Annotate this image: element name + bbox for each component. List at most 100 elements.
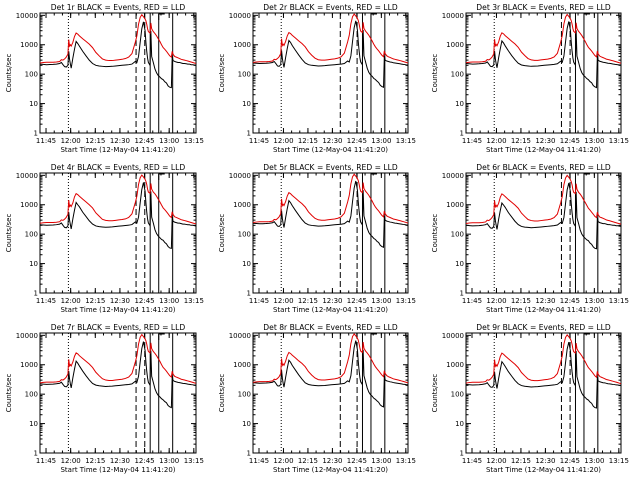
- x-tick-label: 12:15: [85, 137, 105, 145]
- x-tick-label: 13:00: [584, 137, 604, 145]
- chart-panel-1: Det 1r BLACK = Events, RED = LLD 1 10 100 10…: [5, 3, 204, 154]
- y-tick-label: 1000: [233, 201, 251, 209]
- y-tick-label: 1000: [233, 41, 251, 49]
- x-tick-label: 11:45: [36, 457, 56, 465]
- y-tick-label: 100: [238, 71, 251, 79]
- time-bracket-mark: [583, 173, 590, 180]
- series-line-lld: [40, 174, 196, 225]
- series-line-lld: [253, 173, 408, 224]
- x-tick-label: 13:00: [371, 137, 391, 145]
- x-tick-label: 12:00: [273, 137, 293, 145]
- x-tick-label: 12:45: [134, 457, 154, 465]
- x-tick-label: 12:45: [560, 457, 580, 465]
- y-tick-label: 1000: [446, 41, 464, 49]
- x-tick-label: 12:15: [298, 137, 318, 145]
- y-axis-label: Counts/sec: [5, 214, 13, 253]
- time-bracket-mark: [158, 13, 165, 20]
- y-tick-label: 10: [29, 260, 38, 268]
- chart-title: Det 1r BLACK = Events, RED = LLD: [51, 3, 186, 12]
- x-tick-label: 11:45: [249, 457, 269, 465]
- chart-panel-2: Det 2r BLACK = Events, RED = LLD 1 10 100 10…: [218, 3, 416, 154]
- x-tick-label: 11:45: [36, 297, 56, 305]
- x-tick-label: 13:15: [184, 457, 204, 465]
- y-axis-label: Counts/sec: [5, 374, 13, 413]
- x-tick-label: 13:00: [371, 297, 391, 305]
- x-tick-label: 11:45: [249, 137, 269, 145]
- x-tick-label: 12:30: [535, 297, 555, 305]
- x-tick-label: 13:00: [584, 297, 604, 305]
- time-bracket-mark: [370, 173, 377, 180]
- y-axis-label: Counts/sec: [218, 54, 226, 93]
- y-tick-label: 10: [242, 420, 251, 428]
- x-axis-label: Start Time (12-May-04 11:41:20): [486, 466, 601, 474]
- series-line-lld: [40, 333, 196, 384]
- plot-frame: [252, 332, 409, 454]
- x-tick-label: 13:00: [159, 457, 179, 465]
- y-axis-label: Counts/sec: [431, 374, 439, 413]
- plot-frame: [39, 172, 197, 294]
- x-tick-label: 12:30: [322, 457, 342, 465]
- y-tick-label: 10000: [229, 172, 251, 180]
- y-tick-label: 1000: [233, 361, 251, 369]
- y-tick-label: 100: [451, 71, 464, 79]
- x-axis-label: Start Time (12-May-04 11:41:20): [273, 306, 388, 314]
- y-tick-label: 10000: [16, 172, 38, 180]
- y-tick-label: 1000: [446, 361, 464, 369]
- x-tick-label: 13:00: [159, 137, 179, 145]
- y-tick-label: 1: [247, 130, 251, 138]
- y-tick-label: 100: [25, 231, 38, 239]
- series-line-events: [466, 341, 621, 409]
- chart-panel-8: Det 8r BLACK = Events, RED = LLD 1 10 100 10…: [218, 323, 416, 474]
- chart-title: Det 9r BLACK = Events, RED = LLD: [476, 323, 611, 332]
- x-axis-label: Start Time (12-May-04 11:41:20): [273, 146, 388, 154]
- time-bracket-mark: [370, 13, 377, 20]
- x-tick-label: 12:00: [486, 137, 506, 145]
- chart-panel-6: Det 6r BLACK = Events, RED = LLD 1 10 100 10…: [431, 163, 629, 314]
- chart-title: Det 6r BLACK = Events, RED = LLD: [476, 163, 611, 172]
- x-tick-label: 12:45: [347, 137, 367, 145]
- series-line-lld: [253, 333, 408, 384]
- x-tick-label: 12:45: [347, 457, 367, 465]
- x-tick-label: 12:45: [560, 297, 580, 305]
- x-tick-label: 12:15: [511, 457, 531, 465]
- y-tick-label: 10000: [16, 332, 38, 340]
- x-tick-label: 12:30: [110, 457, 130, 465]
- series-line-events: [253, 340, 408, 408]
- y-tick-label: 1: [460, 130, 464, 138]
- x-tick-label: 12:45: [560, 137, 580, 145]
- x-tick-label: 12:00: [273, 457, 293, 465]
- y-tick-label: 1000: [20, 361, 38, 369]
- plot-frame: [39, 332, 197, 454]
- chart-panel-7: Det 7r BLACK = Events, RED = LLD 1 10 100 10…: [5, 323, 204, 474]
- x-tick-label: 12:00: [61, 457, 81, 465]
- x-tick-label: 12:00: [486, 457, 506, 465]
- x-tick-label: 12:15: [85, 457, 105, 465]
- x-tick-label: 13:15: [184, 297, 204, 305]
- y-tick-label: 100: [25, 71, 38, 79]
- y-tick-label: 100: [238, 231, 251, 239]
- y-axis-label: Counts/sec: [431, 54, 439, 93]
- x-tick-label: 13:00: [584, 457, 604, 465]
- plot-frame: [252, 12, 409, 134]
- series-line-events: [466, 182, 621, 250]
- x-tick-label: 12:00: [61, 297, 81, 305]
- x-tick-label: 12:45: [134, 137, 154, 145]
- x-tick-label: 13:15: [396, 137, 416, 145]
- y-tick-label: 10: [29, 100, 38, 108]
- chart-title: Det 8r BLACK = Events, RED = LLD: [263, 323, 398, 332]
- series-line-events: [253, 20, 408, 88]
- x-tick-label: 12:00: [273, 297, 293, 305]
- y-tick-label: 100: [451, 231, 464, 239]
- series-line-events: [466, 21, 621, 89]
- y-tick-label: 10: [455, 420, 464, 428]
- y-tick-label: 1: [34, 130, 38, 138]
- x-tick-label: 12:30: [110, 297, 130, 305]
- y-tick-label: 100: [25, 391, 38, 399]
- series-line-lld: [466, 13, 621, 64]
- x-tick-label: 13:15: [609, 297, 629, 305]
- x-tick-label: 13:15: [609, 457, 629, 465]
- x-axis-label: Start Time (12-May-04 11:41:20): [486, 146, 601, 154]
- chart-panel-4: Det 4r BLACK = Events, RED = LLD 1 10 100 10…: [5, 163, 204, 314]
- x-tick-label: 12:30: [322, 297, 342, 305]
- x-tick-label: 12:00: [486, 297, 506, 305]
